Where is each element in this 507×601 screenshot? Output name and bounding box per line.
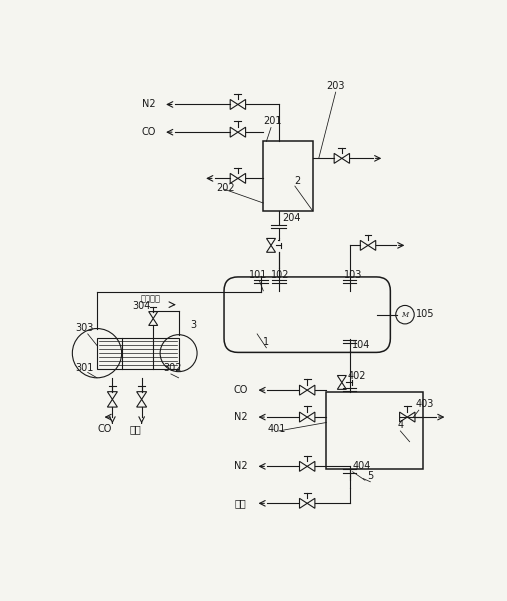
Text: 102: 102 bbox=[271, 270, 289, 281]
Text: 蒸汽: 蒸汽 bbox=[130, 424, 141, 435]
Text: 101: 101 bbox=[249, 270, 268, 281]
Text: 空气: 空气 bbox=[235, 498, 246, 508]
Text: 304: 304 bbox=[132, 301, 151, 311]
Text: 5: 5 bbox=[367, 471, 374, 481]
Text: 201: 201 bbox=[263, 117, 282, 126]
Bar bbox=[263, 141, 313, 211]
Text: 105: 105 bbox=[416, 309, 434, 319]
Text: 4: 4 bbox=[397, 420, 404, 430]
Text: CO: CO bbox=[234, 385, 248, 395]
Text: N2: N2 bbox=[234, 462, 248, 471]
Text: 1: 1 bbox=[263, 338, 269, 347]
Text: 401: 401 bbox=[267, 424, 285, 435]
Text: M: M bbox=[402, 311, 409, 319]
Bar bbox=[97, 338, 178, 368]
Text: 3: 3 bbox=[190, 320, 196, 330]
Bar bbox=[327, 392, 423, 469]
Text: 203: 203 bbox=[327, 81, 345, 91]
Text: N2: N2 bbox=[142, 99, 156, 109]
Text: 冷凝蒸汽: 冷凝蒸汽 bbox=[140, 294, 160, 304]
Text: 204: 204 bbox=[282, 213, 301, 223]
Text: N2: N2 bbox=[234, 412, 248, 422]
Text: 404: 404 bbox=[353, 461, 371, 471]
Text: 103: 103 bbox=[344, 270, 363, 281]
Text: 202: 202 bbox=[216, 183, 235, 194]
Text: 104: 104 bbox=[352, 340, 370, 350]
Text: 301: 301 bbox=[76, 363, 94, 373]
Text: 2: 2 bbox=[294, 175, 300, 186]
Text: 402: 402 bbox=[348, 371, 367, 380]
Text: CO: CO bbox=[97, 424, 112, 435]
Text: CO: CO bbox=[141, 127, 156, 137]
Text: 303: 303 bbox=[76, 323, 94, 333]
Text: 403: 403 bbox=[416, 399, 434, 409]
Text: 302: 302 bbox=[163, 363, 182, 373]
